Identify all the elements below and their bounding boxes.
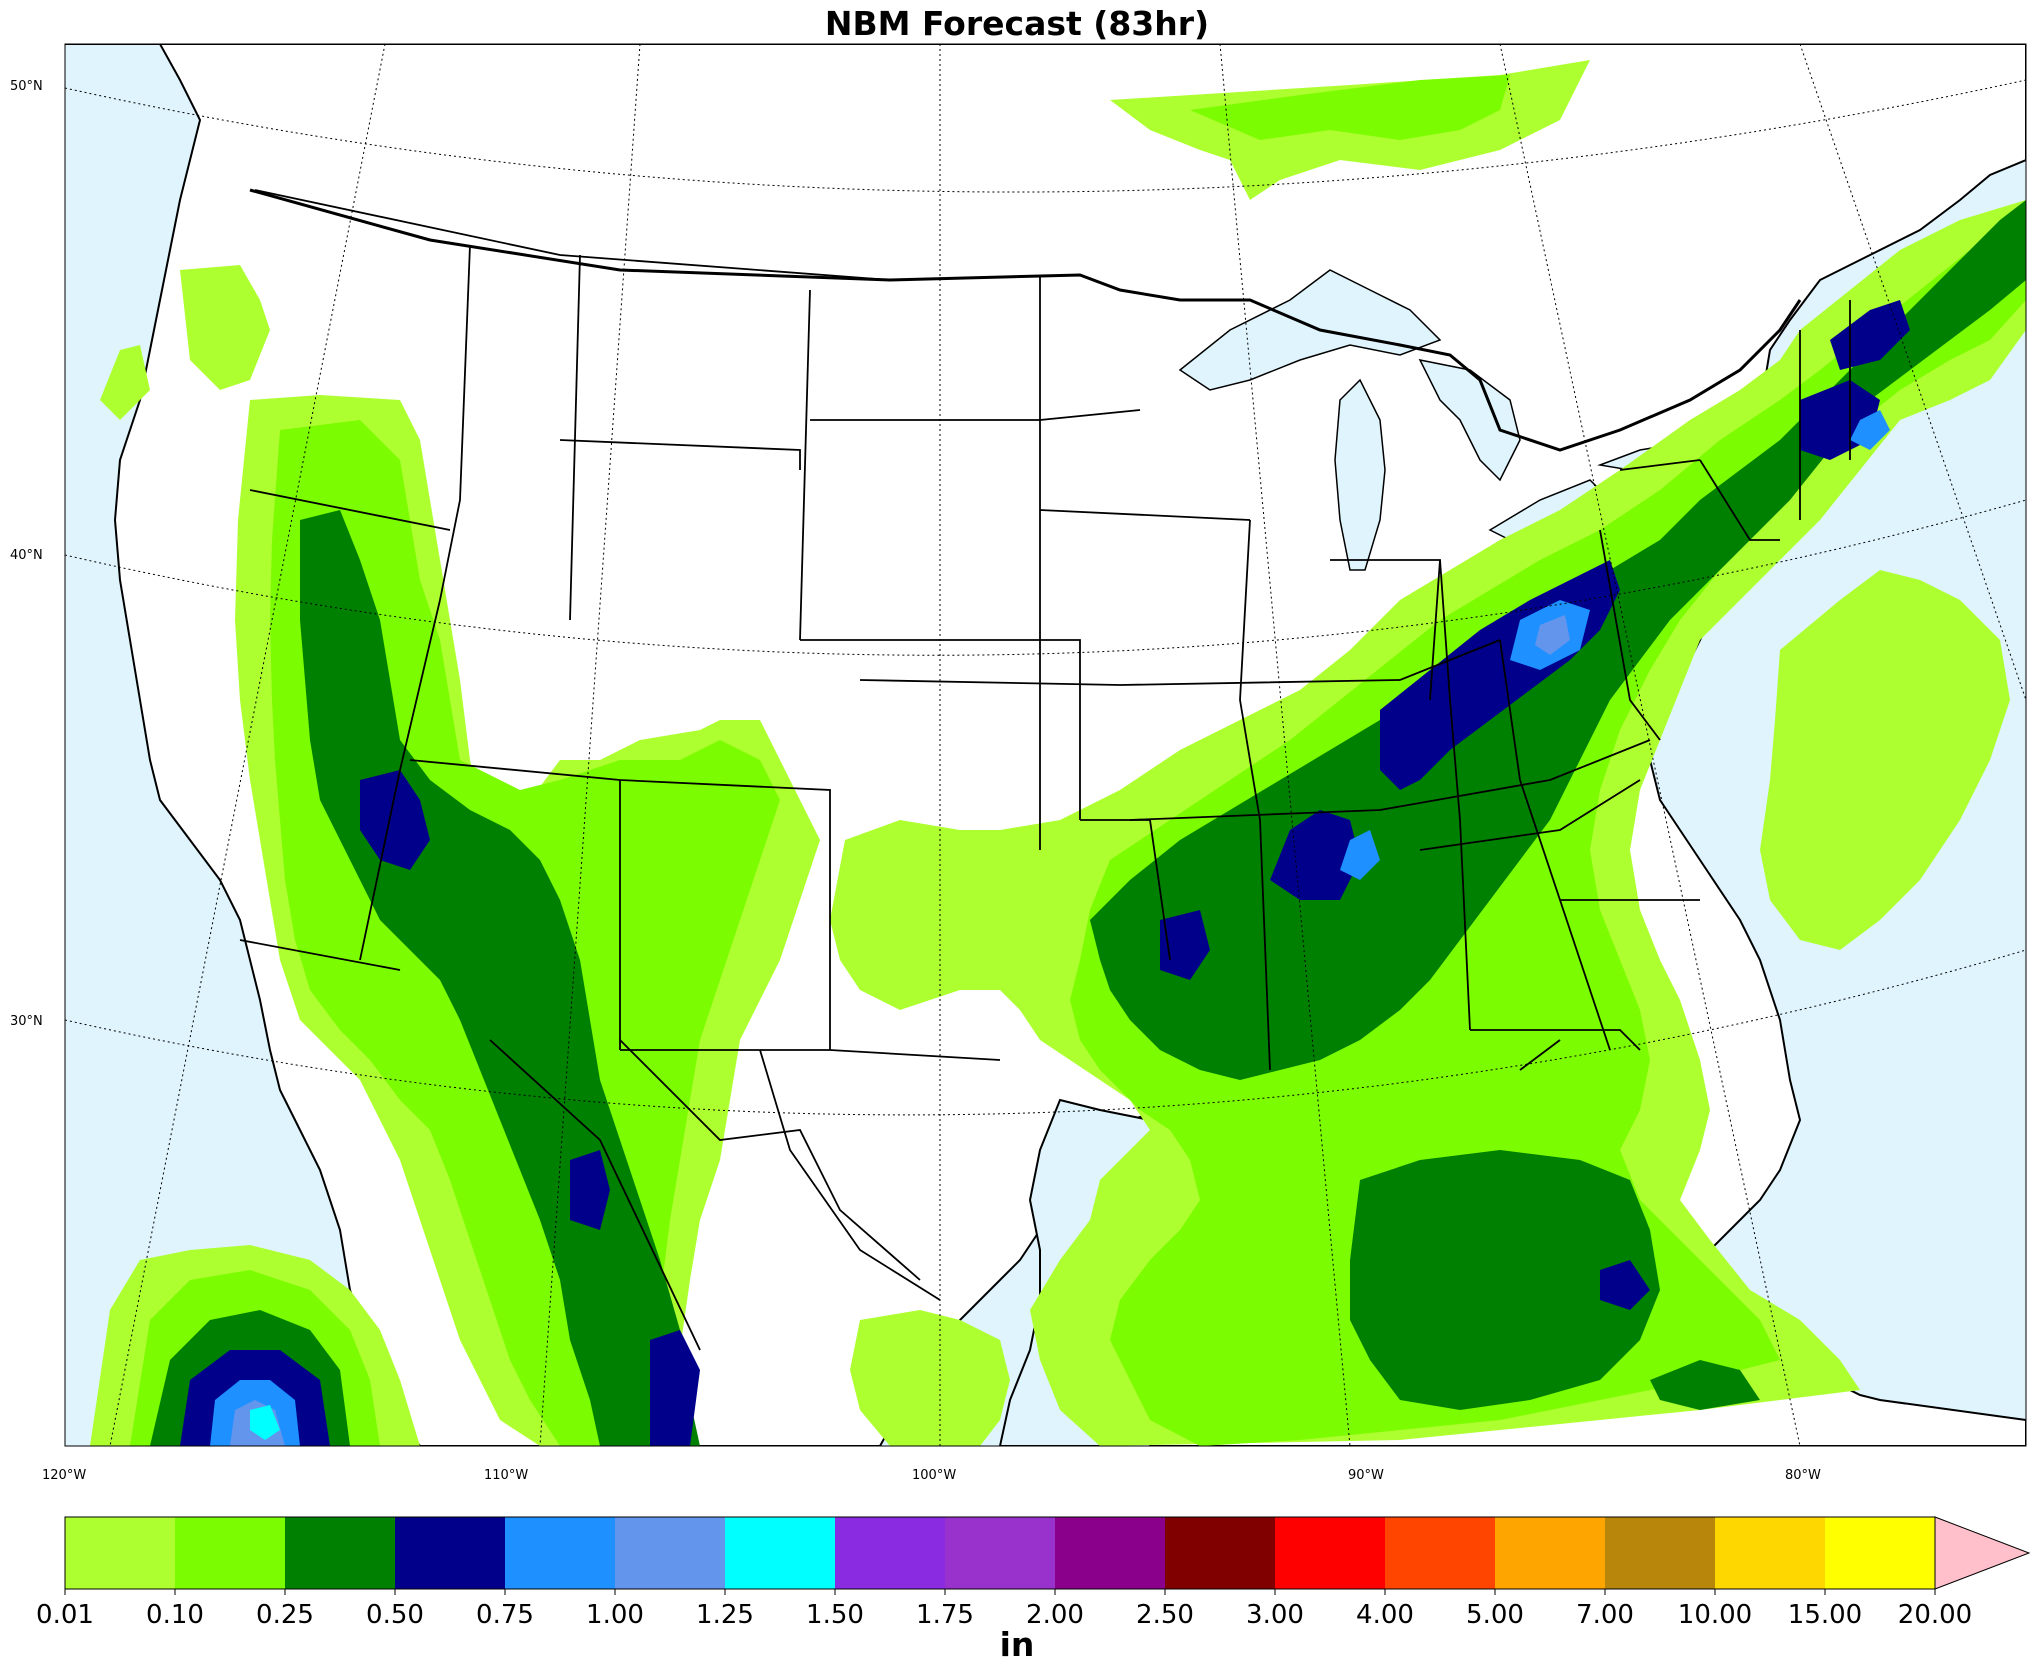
lake-superior [1178, 269, 1442, 391]
colorbar-tick-label: 0.10 [146, 1600, 204, 1630]
colorbar-tick-label: 0.50 [366, 1600, 424, 1630]
lon-label-80: 80°W [1785, 1468, 1821, 1483]
colorbar-tick-label: 15.00 [1788, 1600, 1862, 1630]
colorbar-swatch [1715, 1517, 1825, 1589]
lat-label-40: 40°N [10, 548, 43, 563]
colorbar-tick-label: 10.00 [1678, 1600, 1752, 1630]
canada-border [249, 188, 1802, 452]
colorbar-tick-label: 1.00 [586, 1600, 644, 1630]
colorbar-swatch [285, 1517, 395, 1589]
colorbar-swatch [1055, 1517, 1165, 1589]
map-title: NBM Forecast (83hr) [824, 4, 1210, 43]
lon-label-110: 110°W [484, 1468, 528, 1483]
lon-label-90: 90°W [1348, 1468, 1384, 1483]
colorbar-tick-label: 3.00 [1246, 1600, 1304, 1630]
precip-band-1-25 [250, 1405, 280, 1440]
colorbar-swatch [615, 1517, 725, 1589]
colorbar-tick-label: 4.00 [1356, 1600, 1414, 1630]
colorbar-tick-label: 1.25 [696, 1600, 754, 1630]
graticule [65, 44, 2026, 1446]
colorbar-tick-label: 2.50 [1136, 1600, 1194, 1630]
colorbar-tick-label: 5.00 [1466, 1600, 1524, 1630]
colorbar-swatch [1605, 1517, 1715, 1589]
colorbar-tick-label: 7.00 [1576, 1600, 1634, 1630]
colorbar-tick-label: 1.50 [806, 1600, 864, 1630]
state-boundaries [239, 189, 1851, 1351]
colorbar-swatch [725, 1517, 835, 1589]
lake-huron [1418, 358, 1521, 482]
colorbar-unit: in [999, 1625, 1035, 1664]
colorbar: 0.01 0.10 0.25 0.50 0.75 1.00 1.25 1.50 1.75 2.00… [36, 1516, 2031, 1630]
lon-label-100: 100°W [912, 1468, 956, 1483]
colorbar-swatch [1275, 1517, 1385, 1589]
colorbar-tick-label: 20.00 [1898, 1600, 1972, 1630]
colorbar-swatch [945, 1517, 1055, 1589]
colorbar-swatch [505, 1517, 615, 1589]
colorbar-swatch [1165, 1517, 1275, 1589]
colorbar-frame [64, 1516, 1936, 1590]
colorbar-swatch [1495, 1517, 1605, 1589]
lon-label-120: 120°W [42, 1468, 86, 1483]
lat-label-30: 30°N [10, 1014, 43, 1029]
colorbar-tick-label: 1.75 [916, 1600, 974, 1630]
colorbar-swatch [1825, 1517, 1935, 1589]
lake-michigan [1334, 378, 1386, 571]
colorbar-tick-label: 0.01 [36, 1600, 94, 1630]
colorbar-swatch [1385, 1517, 1495, 1589]
lat-label-50: 50°N [10, 79, 43, 94]
colorbar-swatch [65, 1517, 175, 1589]
map-area [65, 44, 2026, 1446]
colorbar-swatch [175, 1517, 285, 1589]
map-frame [64, 43, 2027, 1447]
colorbar-tick-label: 0.25 [256, 1600, 314, 1630]
colorbar-swatch [835, 1517, 945, 1589]
colorbar-tick-label: 2.00 [1026, 1600, 1084, 1630]
colorbar-swatch [395, 1517, 505, 1589]
colorbar-extend-arrow [1934, 1516, 2031, 1590]
colorbar-tick-label: 0.75 [476, 1600, 534, 1630]
